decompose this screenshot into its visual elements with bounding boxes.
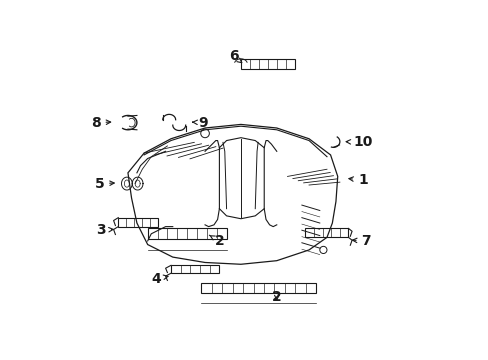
Text: 8: 8 [91, 116, 110, 130]
Text: 4: 4 [151, 271, 168, 285]
Text: 10: 10 [346, 135, 372, 149]
Text: 1: 1 [348, 173, 367, 187]
Text: 2: 2 [209, 234, 224, 248]
Text: 6: 6 [228, 49, 242, 63]
Text: 5: 5 [94, 177, 114, 190]
Text: 3: 3 [96, 223, 113, 237]
Text: 2: 2 [271, 289, 281, 303]
Text: 9: 9 [192, 116, 208, 130]
Text: 7: 7 [352, 234, 370, 248]
